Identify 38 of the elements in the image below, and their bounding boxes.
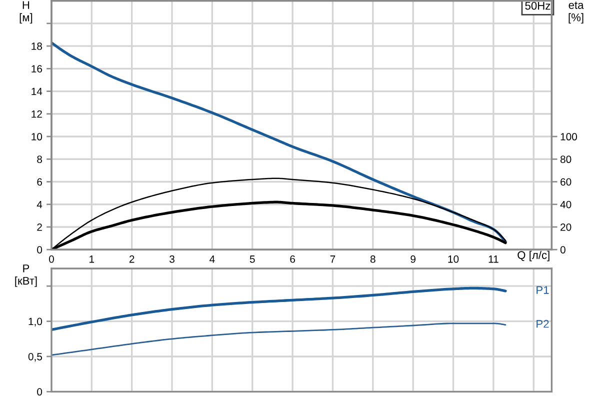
y-tick-label: 12 [32,110,42,118]
y-axis-title: H [м] [20,1,32,24]
x-tick-label: 2 [129,255,134,263]
y-tick-label: 0 [37,388,42,396]
x-tick-label: 10 [448,255,459,263]
y-tick-label: 6 [37,178,42,186]
chart-title: 50Hz [525,2,550,10]
x-tick-label: 1 [90,256,94,263]
y-tick-label: 16 [32,65,42,73]
x-tick-label: 3 [170,255,174,263]
y2-tick-label: 100 [560,133,578,140]
y-tick-label: 10 [32,133,42,140]
y2-tick-label: 40 [560,200,572,208]
y2-tick-label: 0 [560,246,566,254]
x-tick-label: 6 [290,255,295,263]
text: P2 [536,320,549,328]
y2-axis-title: eta [%] [568,2,584,24]
x-tick-label: 7 [330,256,336,263]
x-tick-label: 5 [250,256,255,263]
y-tick-label: 8 [37,156,42,164]
text: P1 [536,286,549,294]
x-tick-label: 4 [210,256,215,263]
x-tick-label: 11 [488,256,498,263]
y-tick-label: 14 [32,88,42,96]
y2-tick-label: 80 [560,156,572,164]
y2-tick-label: 60 [560,178,572,186]
x-tick-label: 9 [410,255,416,263]
x-axis-title: Q [л/с] [518,250,550,262]
y-tick-label: 0,5 [28,352,42,362]
y-tick-label: 4 [36,200,42,208]
y-axis-title: P [кВт] [15,264,37,287]
y-tick-label: 0 [37,246,42,254]
x-tick-label: 8 [370,255,376,263]
y-tick-label: 2 [37,223,42,231]
y-tick-label: 1,0 [28,318,42,326]
y2-tick-label: 20 [560,223,572,231]
x-tick-label: 0 [48,255,54,263]
y-tick-label: 18 [32,42,42,50]
